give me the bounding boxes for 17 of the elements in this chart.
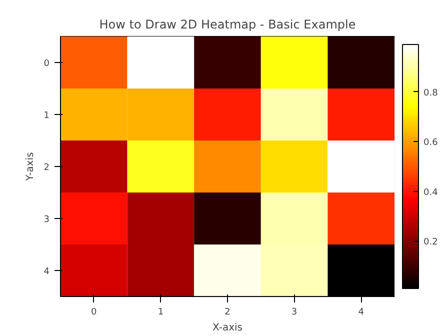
color-bar-label: 0.8 — [424, 88, 438, 98]
y-tick-label: 2 — [44, 163, 50, 173]
x-tick-label: 4 — [358, 308, 364, 318]
color-bar-label: 0.4 — [424, 188, 438, 198]
y-tick-label: 4 — [44, 267, 50, 277]
x-tick-label: 1 — [158, 308, 164, 318]
color-bar-label: 0.2 — [424, 238, 438, 248]
y-tick-label: 3 — [44, 215, 50, 225]
x-tick-label: 3 — [291, 308, 298, 318]
x-tick-label: 2 — [224, 308, 230, 318]
y-axis-title: Y-axis — [24, 152, 36, 182]
x-tick-label: 0 — [91, 308, 98, 318]
x-axis-title: X-axis — [212, 322, 242, 334]
y-tick-label: 1 — [44, 111, 50, 121]
chart-title: How to Draw 2D Heatmap - Basic Example — [99, 18, 356, 32]
color-bar-label: 0.6 — [424, 138, 438, 148]
y-tick-label: 0 — [44, 59, 50, 69]
